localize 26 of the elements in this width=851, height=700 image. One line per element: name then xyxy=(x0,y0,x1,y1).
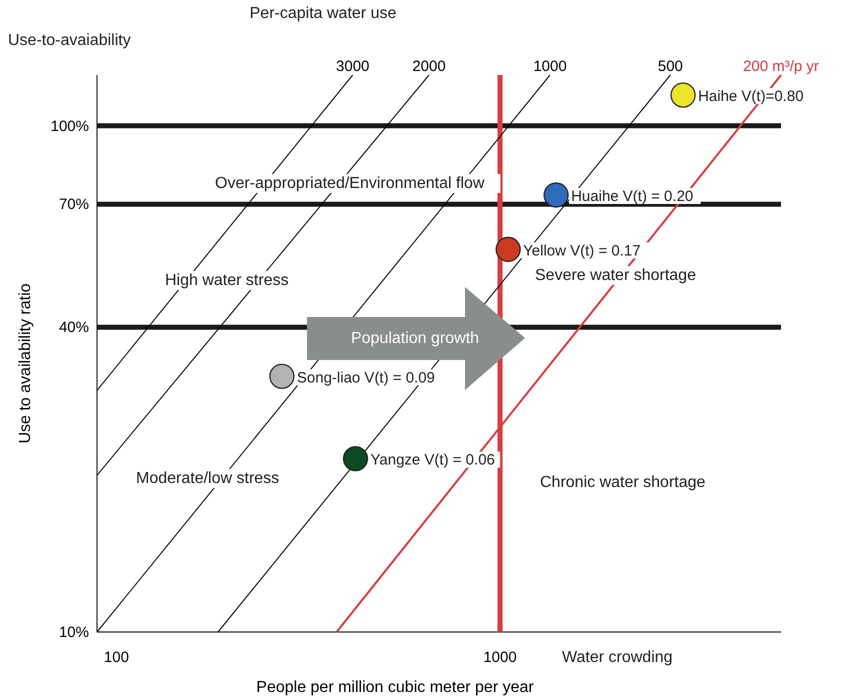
text: Water crowding xyxy=(562,649,673,666)
y-tick-label: 10% xyxy=(58,624,89,641)
y-axis-title: Use to availability ratio xyxy=(17,283,34,444)
series-label: Yellow V(t) = 0.17 xyxy=(523,242,641,260)
annotation: Severe water shortage xyxy=(535,267,696,284)
series-label: 200 m³/p yr xyxy=(743,58,819,75)
series-label: 2000 xyxy=(412,58,446,75)
series-label: Huaihe V(t) = 0.20 xyxy=(571,188,694,205)
series-label: 3000 xyxy=(336,58,370,75)
y-tick-label: 70% xyxy=(58,196,89,214)
y-tick-label: 100% xyxy=(50,118,89,135)
x-axis-title: People per million cubic meter per year xyxy=(256,679,534,696)
x-tick-label: 100 xyxy=(104,649,129,666)
annotation: Moderate/low stress xyxy=(136,470,280,487)
series-label: 500 xyxy=(658,58,683,75)
annotation: Over-appropriated/Environmental flow xyxy=(215,175,485,192)
text: Per-capita water use xyxy=(250,5,396,22)
text: Use-to-avaiability xyxy=(8,32,131,49)
series-label: 1000 xyxy=(533,58,567,75)
y-tick-label: 40% xyxy=(58,319,89,336)
series-label: Song-liao V(t) = 0.09 xyxy=(296,369,435,386)
annotation: Population growth xyxy=(350,330,480,347)
series-label: Haihe V(t)=0.80 xyxy=(698,88,804,106)
annotation: Chronic water shortage xyxy=(540,474,706,491)
annotation: High water stress xyxy=(165,272,289,289)
series-label: Yangze V(t) = 0.06 xyxy=(370,452,495,469)
